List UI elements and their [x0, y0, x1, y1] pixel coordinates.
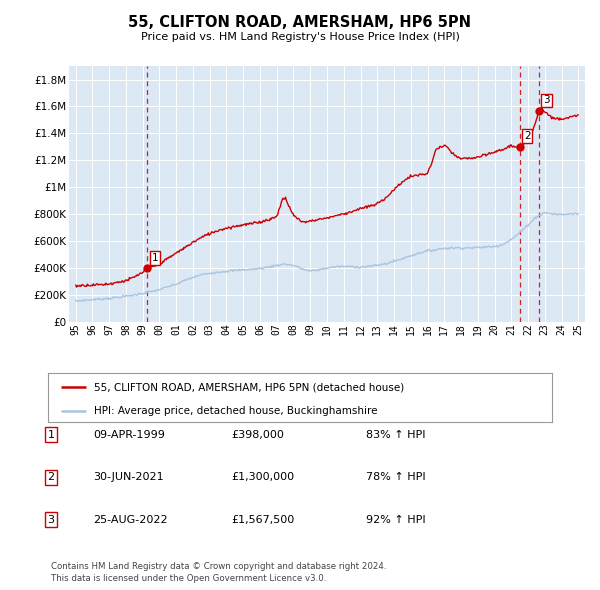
Text: 83% ↑ HPI: 83% ↑ HPI: [366, 430, 425, 440]
Text: 1: 1: [151, 253, 158, 263]
Text: 92% ↑ HPI: 92% ↑ HPI: [366, 515, 425, 525]
Text: 1: 1: [47, 430, 55, 440]
Text: 30-JUN-2021: 30-JUN-2021: [93, 473, 164, 482]
Text: 78% ↑ HPI: 78% ↑ HPI: [366, 473, 425, 482]
Text: 55, CLIFTON ROAD, AMERSHAM, HP6 5PN: 55, CLIFTON ROAD, AMERSHAM, HP6 5PN: [128, 15, 472, 30]
Text: 09-APR-1999: 09-APR-1999: [93, 430, 165, 440]
Text: Contains HM Land Registry data © Crown copyright and database right 2024.
This d: Contains HM Land Registry data © Crown c…: [51, 562, 386, 583]
Text: Price paid vs. HM Land Registry's House Price Index (HPI): Price paid vs. HM Land Registry's House …: [140, 32, 460, 42]
Text: £1,567,500: £1,567,500: [231, 515, 294, 525]
Text: 3: 3: [543, 96, 550, 106]
Text: 55, CLIFTON ROAD, AMERSHAM, HP6 5PN (detached house): 55, CLIFTON ROAD, AMERSHAM, HP6 5PN (det…: [94, 382, 404, 392]
Text: 3: 3: [47, 515, 55, 525]
Text: £1,300,000: £1,300,000: [231, 473, 294, 482]
Text: 2: 2: [47, 473, 55, 482]
Text: HPI: Average price, detached house, Buckinghamshire: HPI: Average price, detached house, Buck…: [94, 406, 378, 416]
Text: 25-AUG-2022: 25-AUG-2022: [93, 515, 167, 525]
Text: 2: 2: [524, 132, 530, 142]
Text: £398,000: £398,000: [231, 430, 284, 440]
